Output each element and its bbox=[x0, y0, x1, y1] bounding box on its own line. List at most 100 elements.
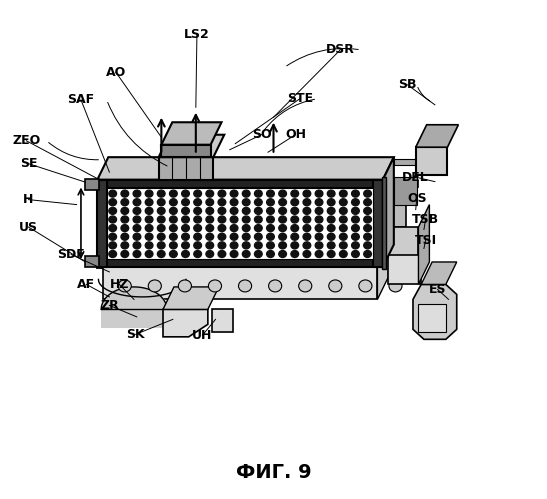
Circle shape bbox=[206, 225, 214, 232]
Bar bbox=[383, 181, 418, 187]
Circle shape bbox=[170, 216, 177, 223]
Circle shape bbox=[266, 216, 274, 223]
Circle shape bbox=[230, 225, 238, 232]
Circle shape bbox=[218, 225, 226, 232]
Polygon shape bbox=[163, 309, 208, 337]
Circle shape bbox=[206, 233, 214, 240]
Text: AO: AO bbox=[106, 66, 126, 79]
Circle shape bbox=[182, 190, 189, 197]
Polygon shape bbox=[159, 157, 213, 180]
Polygon shape bbox=[161, 122, 222, 145]
Circle shape bbox=[109, 199, 117, 206]
Circle shape bbox=[352, 225, 359, 232]
Circle shape bbox=[146, 250, 153, 257]
Text: OH: OH bbox=[285, 128, 306, 141]
Text: SDF: SDF bbox=[57, 248, 85, 261]
Circle shape bbox=[279, 216, 287, 223]
Circle shape bbox=[327, 242, 335, 249]
Text: SAF: SAF bbox=[67, 93, 95, 106]
Circle shape bbox=[266, 233, 274, 240]
Circle shape bbox=[279, 233, 287, 240]
Circle shape bbox=[158, 225, 165, 232]
Circle shape bbox=[303, 190, 311, 197]
Circle shape bbox=[238, 280, 252, 292]
Circle shape bbox=[242, 208, 250, 215]
Bar bbox=[382, 177, 386, 269]
Polygon shape bbox=[416, 125, 458, 147]
Circle shape bbox=[133, 199, 141, 206]
Circle shape bbox=[194, 208, 201, 215]
Circle shape bbox=[364, 208, 371, 215]
Circle shape bbox=[218, 216, 226, 223]
Circle shape bbox=[146, 216, 153, 223]
Polygon shape bbox=[418, 205, 429, 284]
Text: ФИГ. 9: ФИГ. 9 bbox=[236, 463, 311, 482]
Circle shape bbox=[206, 190, 214, 197]
Circle shape bbox=[146, 233, 153, 240]
Circle shape bbox=[146, 225, 153, 232]
Circle shape bbox=[303, 216, 311, 223]
Circle shape bbox=[170, 199, 177, 206]
Circle shape bbox=[230, 233, 238, 240]
Circle shape bbox=[303, 208, 311, 215]
Circle shape bbox=[242, 250, 250, 257]
Circle shape bbox=[182, 250, 189, 257]
Circle shape bbox=[279, 208, 287, 215]
Circle shape bbox=[315, 208, 323, 215]
Polygon shape bbox=[163, 287, 219, 309]
Bar bbox=[394, 159, 429, 165]
Circle shape bbox=[133, 242, 141, 249]
Circle shape bbox=[242, 190, 250, 197]
Circle shape bbox=[303, 199, 311, 206]
Bar bbox=[103, 265, 377, 299]
Circle shape bbox=[206, 242, 214, 249]
Circle shape bbox=[291, 250, 299, 257]
Text: SB: SB bbox=[398, 78, 417, 91]
Circle shape bbox=[109, 250, 117, 257]
Polygon shape bbox=[421, 262, 457, 284]
Circle shape bbox=[146, 190, 153, 197]
Bar bbox=[97, 180, 383, 267]
Circle shape bbox=[146, 199, 153, 206]
Text: TSI: TSI bbox=[415, 234, 437, 247]
Circle shape bbox=[364, 190, 371, 197]
Circle shape bbox=[340, 242, 347, 249]
Circle shape bbox=[133, 216, 141, 223]
Circle shape bbox=[364, 225, 371, 232]
Text: AF: AF bbox=[77, 278, 96, 291]
Circle shape bbox=[291, 242, 299, 249]
Circle shape bbox=[327, 208, 335, 215]
Circle shape bbox=[254, 216, 262, 223]
Circle shape bbox=[315, 216, 323, 223]
Circle shape bbox=[121, 199, 129, 206]
Circle shape bbox=[230, 242, 238, 249]
Circle shape bbox=[352, 242, 359, 249]
Circle shape bbox=[327, 225, 335, 232]
Circle shape bbox=[279, 190, 287, 197]
Circle shape bbox=[327, 199, 335, 206]
Bar bbox=[388, 227, 418, 257]
Circle shape bbox=[182, 208, 189, 215]
Circle shape bbox=[194, 250, 201, 257]
Circle shape bbox=[121, 233, 129, 240]
Circle shape bbox=[329, 280, 342, 292]
Circle shape bbox=[315, 242, 323, 249]
Circle shape bbox=[230, 199, 238, 206]
Circle shape bbox=[230, 250, 238, 257]
Circle shape bbox=[109, 242, 117, 249]
Circle shape bbox=[109, 233, 117, 240]
Circle shape bbox=[254, 208, 262, 215]
Circle shape bbox=[121, 242, 129, 249]
Circle shape bbox=[340, 190, 347, 197]
Circle shape bbox=[170, 225, 177, 232]
Circle shape bbox=[254, 250, 262, 257]
Bar bbox=[394, 177, 417, 205]
Circle shape bbox=[242, 216, 250, 223]
Text: STE: STE bbox=[287, 92, 313, 105]
Text: SO: SO bbox=[252, 128, 271, 141]
Circle shape bbox=[182, 216, 189, 223]
Circle shape bbox=[206, 208, 214, 215]
Bar bbox=[416, 147, 447, 175]
Circle shape bbox=[303, 242, 311, 249]
Circle shape bbox=[279, 199, 287, 206]
